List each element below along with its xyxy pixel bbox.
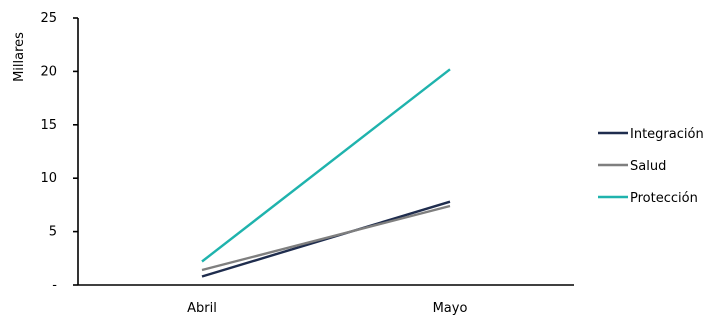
y-tick-label: 20 [40, 64, 57, 79]
x-tick-label: Abril [187, 301, 217, 316]
legend-label: Salud [630, 159, 666, 174]
series-line-2 [201, 204, 451, 272]
y-axis: - 5 10 15 20 25 [40, 11, 79, 293]
y-tick-label: 25 [40, 11, 57, 26]
y-tick-label: 10 [40, 171, 57, 186]
y-tick-label: 5 [49, 225, 57, 240]
legend-label: Integración [630, 127, 704, 142]
legend-item: Integración [598, 127, 704, 142]
y-tick-label: 15 [40, 118, 57, 133]
x-tick-label: Mayo [433, 301, 468, 316]
y-axis-label: Millares [12, 32, 27, 82]
y-tick-label: - [52, 278, 57, 293]
legend-label: Protección [630, 191, 698, 206]
x-axis: Abril Mayo [78, 284, 574, 316]
legend-item: Protección [598, 191, 698, 206]
series-line-3 [201, 68, 451, 263]
legend-item: Salud [598, 159, 666, 174]
series-layer [201, 68, 451, 278]
legend: Integración Salud Protección [598, 127, 704, 206]
